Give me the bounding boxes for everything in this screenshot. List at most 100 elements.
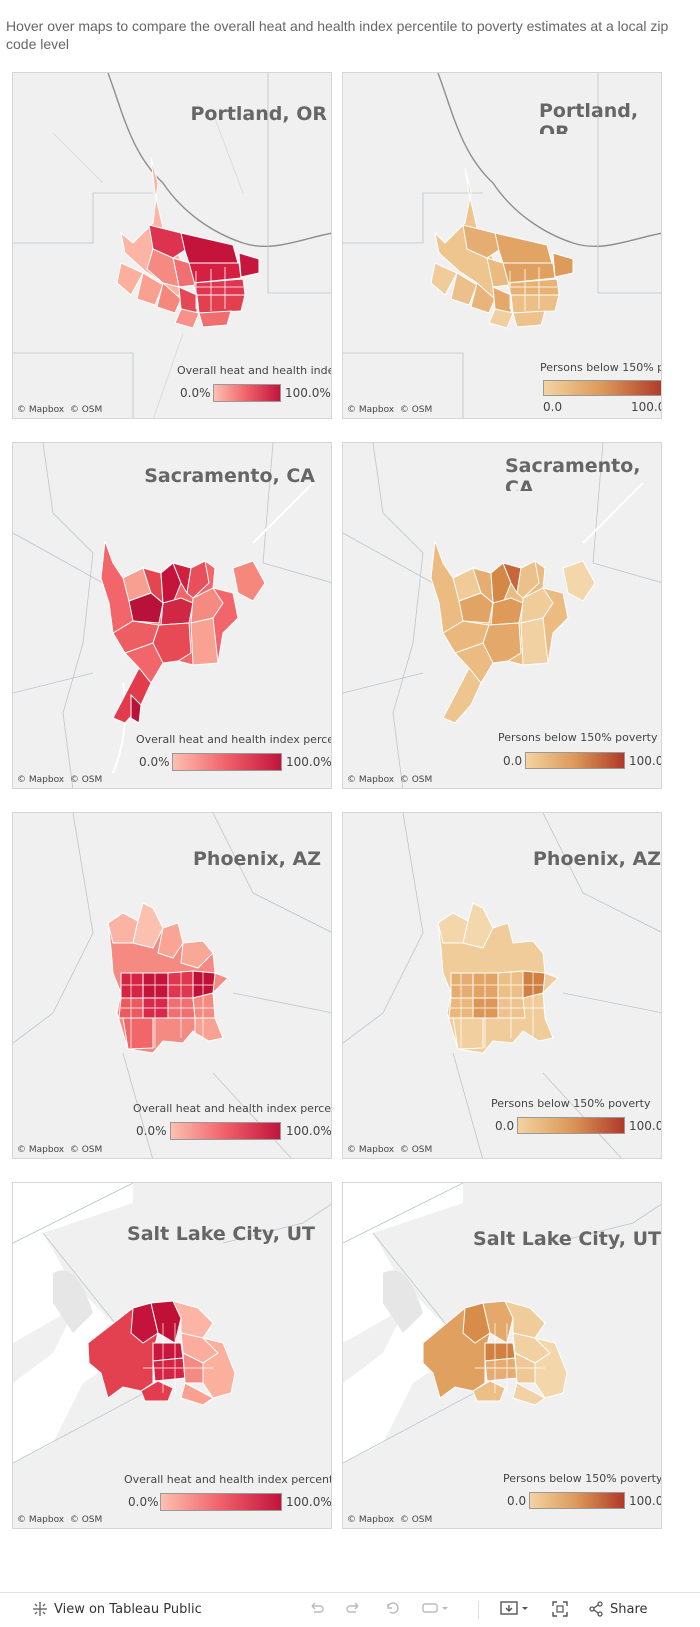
view-on-tableau-link[interactable]: View on Tableau Public — [32, 1601, 202, 1617]
share-button[interactable]: Share — [588, 1601, 648, 1617]
zip-area — [462, 224, 503, 259]
zip-area — [452, 1017, 484, 1050]
legend-max: 100.0% — [286, 1124, 332, 1138]
map-attribution[interactable]: © Mapbox © OSM — [17, 775, 103, 785]
zip-area — [160, 562, 182, 604]
city-title: Sacramento, CA — [144, 465, 315, 487]
map-attribution[interactable]: © Mapbox © OSM — [17, 405, 103, 415]
zip-area — [562, 560, 596, 602]
zip-area — [190, 587, 224, 624]
legend-title: Persons below 150% poverty — [491, 1097, 651, 1110]
zip-area — [160, 597, 194, 626]
map-canvas[interactable] — [13, 1183, 332, 1529]
zip-area — [497, 970, 524, 999]
map-sacramento-heat[interactable]: Sacramento, CA Overall heat and health i… — [12, 442, 332, 789]
map-attribution[interactable]: © Mapbox © OSM — [17, 1515, 103, 1525]
zip-area — [130, 693, 142, 724]
legend-min: 0.0% — [180, 386, 211, 400]
color-legend-bar — [529, 1492, 625, 1509]
zip-area — [148, 224, 189, 259]
map-canvas[interactable] — [13, 443, 332, 789]
zip-area — [494, 232, 553, 264]
zip-area — [128, 592, 164, 624]
map-portland-heat[interactable]: Portland, OR Overall heat and health ind… — [12, 72, 332, 419]
city-title: Portland, OR — [190, 103, 327, 125]
map-canvas[interactable] — [343, 443, 662, 789]
map-portland-poverty[interactable]: Portland, OR Persons below 150% po... 0.… — [342, 72, 662, 419]
zip-area — [430, 262, 458, 296]
zip-area — [490, 597, 524, 626]
map-canvas[interactable] — [13, 813, 332, 1159]
zip-area — [520, 617, 549, 666]
revert-icon[interactable] — [385, 1600, 401, 1616]
city-title: Portland, — [539, 100, 639, 122]
zip-area — [140, 1380, 174, 1402]
zip-area — [484, 1357, 518, 1382]
zip-area — [238, 252, 260, 278]
share-icon — [589, 1601, 603, 1617]
zip-area — [198, 310, 232, 328]
zip-area — [120, 972, 144, 999]
legend-min: 0.0 — [495, 1119, 515, 1133]
legend-max: 100.0 — [631, 400, 662, 414]
map-saltlake-heat[interactable]: Salt Lake City, UT Overall heat and heal… — [12, 1182, 332, 1529]
map-canvas[interactable] — [343, 813, 662, 1159]
map-attribution[interactable]: © Mapbox © OSM — [347, 1145, 433, 1155]
zip-area — [146, 248, 180, 288]
zip-area — [490, 562, 512, 604]
zip-area — [142, 972, 169, 999]
legend-title: Persons below 150% poverty — [498, 731, 658, 744]
map-attribution[interactable]: © Mapbox © OSM — [17, 1145, 103, 1155]
zip-area — [442, 667, 482, 724]
toolbar-divider — [478, 1601, 479, 1619]
map-sacramento-poverty[interactable]: Sacramento, CA Persons below 150% povert… — [342, 442, 662, 789]
legend-min: 0.0% — [139, 755, 170, 769]
zip-area — [152, 1357, 186, 1382]
map-attribution[interactable]: © Mapbox © OSM — [347, 775, 433, 785]
map-saltlake-poverty[interactable]: Salt Lake City, UT Persons below 150% po… — [342, 1182, 662, 1529]
city-title: Sacramento, — [505, 455, 641, 477]
share-label: Share — [610, 1601, 648, 1617]
download-icon[interactable] — [500, 1600, 530, 1618]
map-phoenix-heat[interactable]: Phoenix, AZ Overall heat and health inde… — [12, 812, 332, 1159]
zip-area — [152, 622, 192, 664]
map-phoenix-poverty[interactable]: Phoenix, AZ Persons below 150% poverty 0… — [342, 812, 662, 1159]
redo-icon[interactable] — [346, 1600, 362, 1616]
legend-title: Overall heat and health index percentile — [136, 733, 332, 746]
zip-area — [186, 560, 210, 599]
map-canvas[interactable] — [343, 73, 662, 419]
map-attribution[interactable]: © Mapbox © OSM — [347, 1515, 433, 1525]
color-legend-bar — [517, 1117, 625, 1134]
zip-area — [450, 972, 474, 999]
zip-area — [150, 1300, 182, 1344]
color-legend-bar — [525, 752, 625, 769]
city-title: Phoenix, AZ — [533, 848, 661, 870]
undo-icon[interactable] — [308, 1600, 324, 1616]
zip-area — [136, 272, 164, 306]
zip-area — [522, 970, 546, 999]
zip-area — [192, 992, 216, 1019]
zip-area — [157, 922, 184, 959]
fullscreen-icon[interactable] — [551, 1600, 569, 1618]
zip-area — [472, 1380, 506, 1402]
legend-title: Overall heat and health index percentile — [133, 1102, 332, 1115]
zip-area — [450, 272, 478, 306]
zip-area — [190, 617, 219, 666]
zip-area — [437, 912, 469, 944]
legend-title: Overall heat and health index percentile — [124, 1473, 332, 1486]
color-legend-bar — [170, 1122, 281, 1140]
pause-icon[interactable] — [422, 1600, 450, 1616]
legend-title: Persons below 150% poverty — [503, 1472, 662, 1485]
zip-area — [122, 1017, 154, 1050]
map-attribution[interactable]: © Mapbox © OSM — [347, 405, 433, 415]
bottom-toolbar: View on Tableau Public Share — [0, 1592, 700, 1627]
map-canvas[interactable] — [13, 73, 332, 419]
zip-area — [232, 560, 266, 602]
legend-max: 100.0 — [629, 754, 662, 768]
zip-area — [482, 622, 522, 664]
map-canvas[interactable] — [343, 1183, 662, 1529]
zip-area — [520, 587, 554, 624]
color-legend-bar — [160, 1493, 282, 1511]
legend-min: 0.0% — [136, 1124, 167, 1138]
zip-area — [510, 294, 560, 314]
